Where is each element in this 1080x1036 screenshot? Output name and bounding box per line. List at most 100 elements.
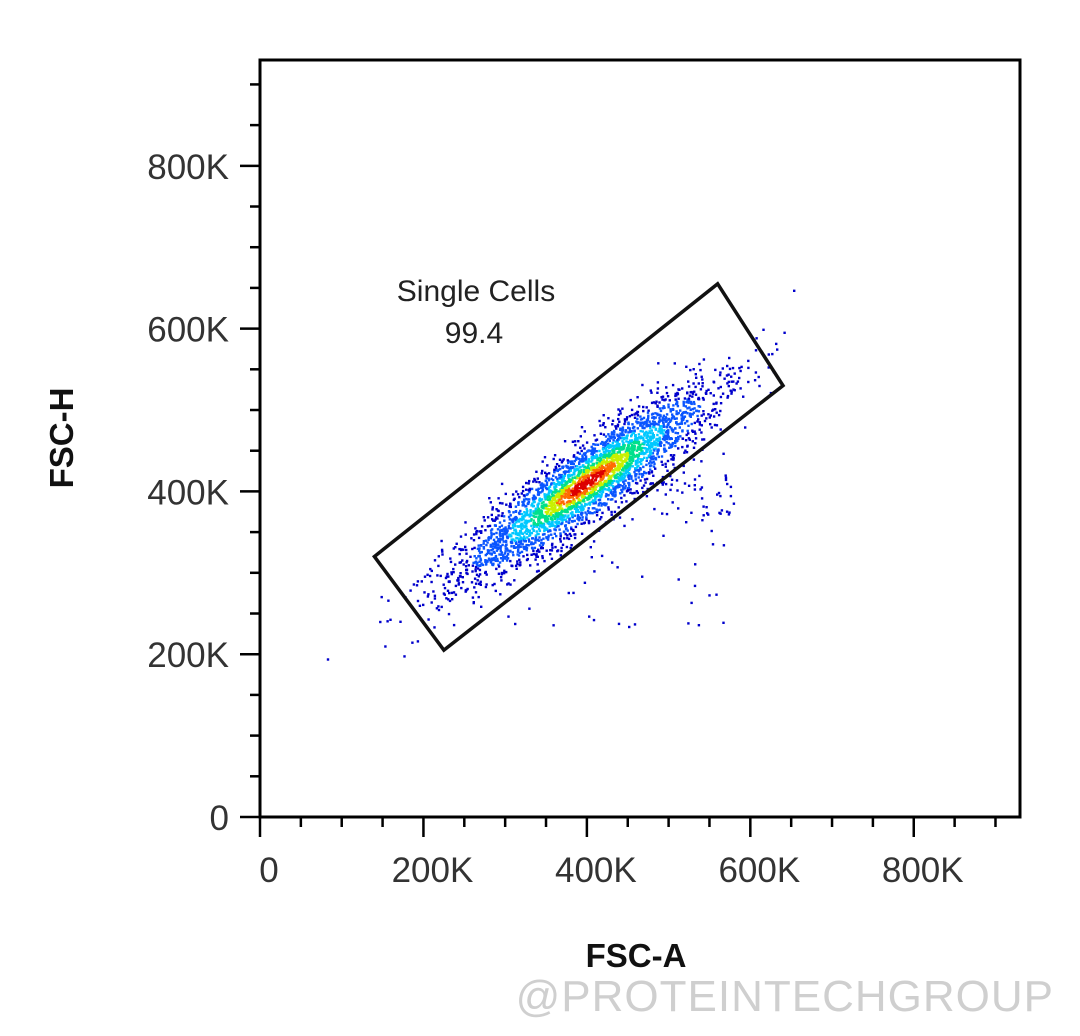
event-point: [591, 449, 594, 453]
event-point: [591, 459, 594, 462]
event-point: [687, 401, 690, 404]
event-point: [578, 471, 582, 475]
event-point: [613, 455, 616, 459]
event-point: [568, 495, 572, 499]
event-point: [584, 466, 587, 469]
event-point: [546, 538, 550, 541]
event-point: [601, 462, 604, 465]
event-point: [525, 546, 529, 550]
event-point: [527, 530, 530, 533]
event-point: [607, 486, 611, 490]
event-point: [584, 503, 587, 506]
event-point: [505, 570, 508, 574]
event-point: [698, 405, 702, 408]
event-point: [477, 575, 480, 578]
event-point: [564, 518, 567, 521]
event-point: [642, 484, 646, 487]
event-point: [475, 563, 479, 566]
event-point: [651, 444, 654, 447]
event-point: [577, 510, 580, 514]
event-point: [577, 501, 580, 504]
single-cells-gate[interactable]: [371, 281, 786, 653]
event-point: [587, 494, 591, 498]
event-point: [656, 433, 659, 437]
event-point: [563, 484, 567, 487]
event-point: [604, 449, 608, 452]
event-point: [615, 474, 618, 477]
event-point: [478, 530, 481, 533]
event-point: [566, 474, 570, 477]
event-point: [491, 506, 494, 509]
event-point: [530, 504, 533, 507]
event-point: [697, 410, 701, 413]
event-point: [605, 454, 609, 458]
event-point: [645, 447, 649, 451]
event-point: [535, 530, 538, 533]
event-point: [500, 579, 503, 582]
event-point: [564, 492, 567, 495]
event-point: [607, 433, 610, 436]
event-point: [682, 400, 685, 404]
event-point: [691, 392, 695, 395]
event-point: [515, 567, 518, 570]
event-point: [605, 450, 608, 453]
event-point: [692, 446, 696, 449]
event-point: [449, 560, 453, 564]
event-point: [607, 506, 610, 509]
event-point: [650, 443, 653, 447]
event-point: [501, 536, 505, 539]
event-point: [679, 409, 682, 412]
event-point: [620, 459, 623, 462]
event-point: [472, 539, 476, 542]
event-point: [544, 518, 547, 522]
event-point: [654, 458, 658, 461]
event-point: [682, 402, 685, 405]
event-point: [546, 522, 549, 525]
event-point: [658, 416, 661, 420]
event-point: [573, 480, 576, 483]
event-point: [554, 545, 557, 549]
points-layer: [326, 289, 796, 661]
event-point: [514, 528, 517, 531]
event-point: [585, 513, 588, 516]
event-point: [665, 441, 668, 444]
event-point: [627, 441, 630, 444]
event-point: [624, 430, 627, 434]
event-point: [556, 549, 560, 552]
event-point: [614, 458, 618, 462]
event-point: [587, 511, 590, 514]
event-point: [712, 402, 715, 406]
event-point: [588, 482, 591, 485]
event-point: [517, 554, 521, 557]
event-point: [578, 461, 581, 464]
event-point: [617, 482, 620, 485]
event-point: [676, 401, 679, 404]
event-point: [452, 567, 455, 571]
event-point: [600, 464, 604, 467]
event-point: [591, 481, 595, 485]
event-point: [609, 477, 612, 480]
event-point: [583, 483, 586, 486]
event-point: [666, 469, 669, 472]
event-point: [690, 601, 693, 605]
event-point: [622, 469, 625, 472]
event-point: [548, 489, 551, 493]
event-point: [680, 422, 683, 425]
event-point: [529, 511, 532, 514]
event-point: [540, 510, 544, 513]
event-point: [650, 455, 653, 458]
event-point: [577, 483, 581, 486]
event-point: [525, 528, 528, 531]
event-point: [654, 456, 657, 460]
event-point: [479, 559, 483, 562]
event-point: [629, 455, 632, 458]
event-point: [635, 449, 639, 452]
event-point: [534, 536, 538, 539]
event-point: [700, 497, 704, 500]
event-point: [546, 512, 549, 515]
event-point: [475, 573, 479, 576]
event-point: [630, 439, 633, 443]
event-point: [645, 419, 649, 422]
event-point: [593, 570, 596, 573]
event-point: [441, 550, 444, 553]
